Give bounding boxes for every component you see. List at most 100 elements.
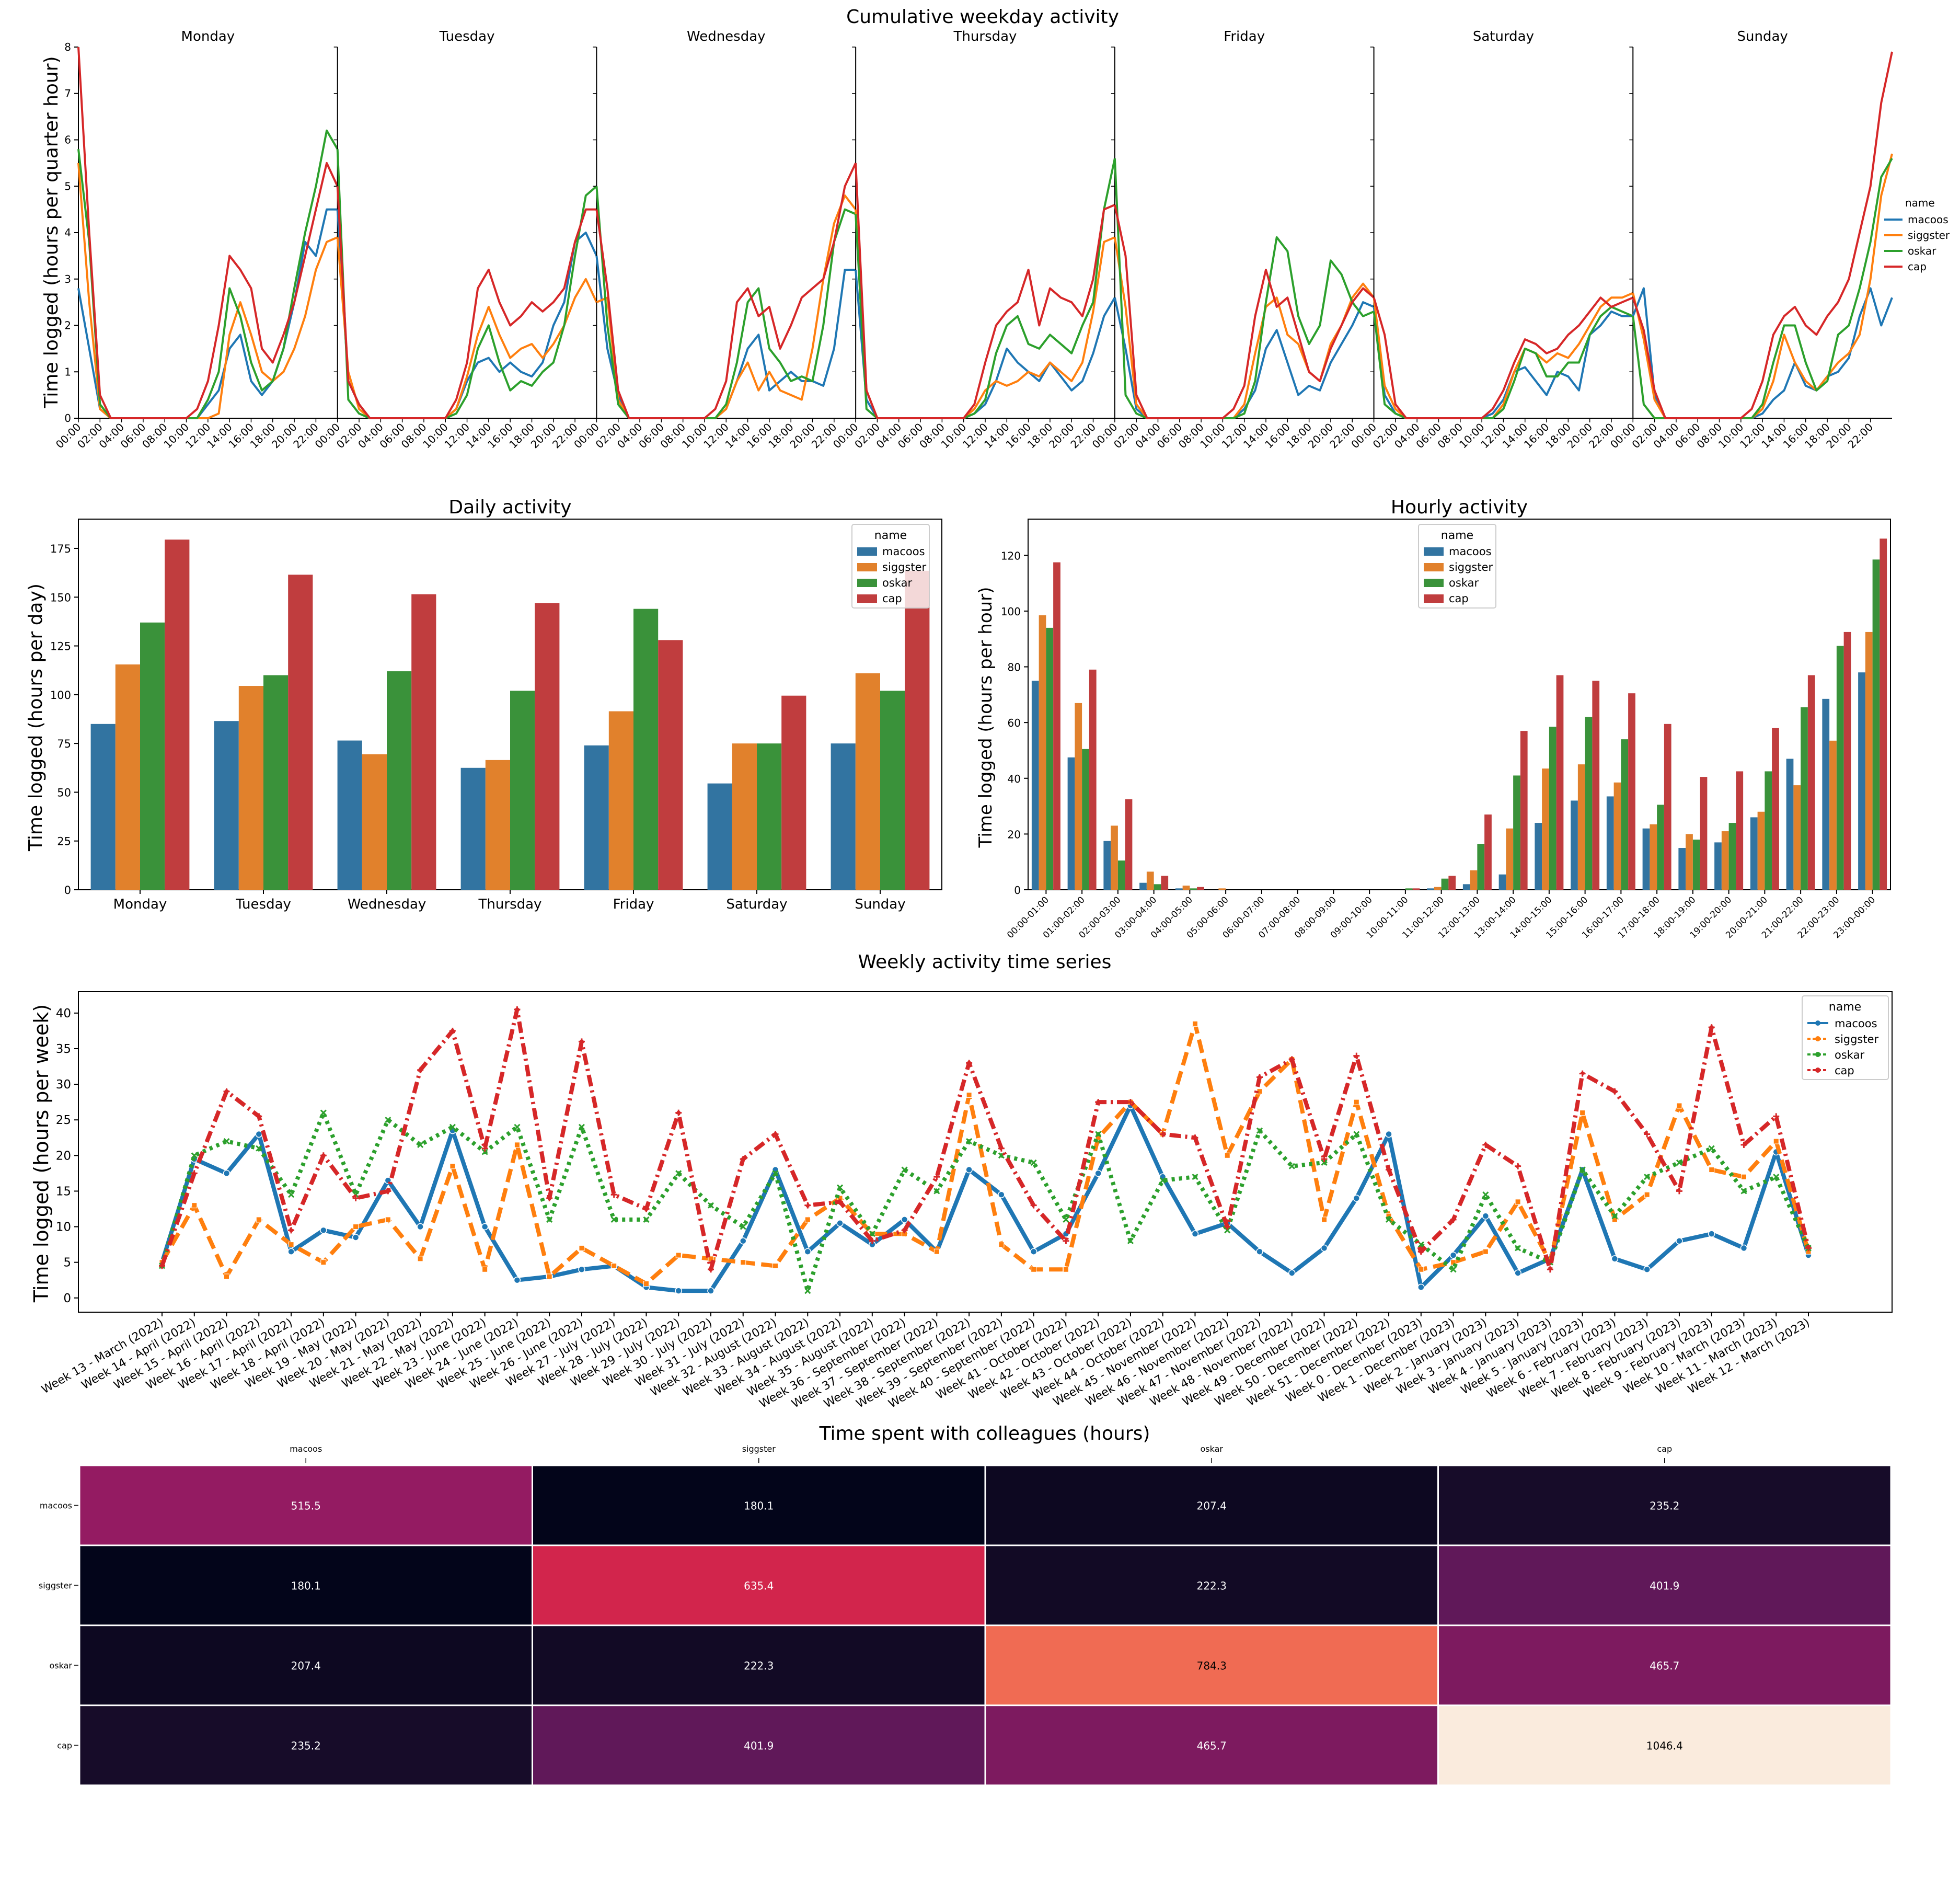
row-label: cap — [57, 1741, 72, 1751]
y-tick-label: 60 — [1008, 717, 1021, 729]
legend-label-siggster: siggster — [882, 561, 927, 573]
cell-cap-siggster — [532, 1704, 986, 1786]
cell-value-label: 207.4 — [291, 1660, 321, 1672]
bar-macoos — [1606, 796, 1614, 890]
point-cap — [1353, 1052, 1360, 1059]
point-oskar — [1676, 1159, 1683, 1166]
point-cap — [1063, 1237, 1069, 1244]
row-label: siggster — [39, 1581, 73, 1591]
legend-swatch-macoos — [857, 547, 877, 556]
y-tick-label: 35 — [56, 1042, 71, 1056]
point-cap — [1611, 1088, 1618, 1095]
point-macoos — [1385, 1130, 1392, 1138]
point-macoos — [255, 1130, 263, 1138]
point-oskar — [578, 1123, 585, 1130]
weekday-legend-title: name — [1905, 197, 1935, 209]
point-oskar — [417, 1141, 424, 1148]
facet-title: Tuesday — [439, 29, 495, 44]
point-macoos — [836, 1219, 844, 1227]
bar-cap — [535, 603, 560, 890]
cell-value-label: 401.9 — [744, 1740, 774, 1752]
bar-cap — [1520, 731, 1528, 890]
point-macoos — [965, 1166, 973, 1174]
bar-oskar — [1117, 860, 1125, 890]
point-cap — [1224, 1223, 1231, 1230]
bar-oskar — [1154, 884, 1161, 890]
legend-title: name — [874, 529, 907, 542]
point-macoos — [1514, 1269, 1521, 1277]
daily-chart-title: Daily activity — [448, 497, 571, 518]
cell-value-label: 222.3 — [1197, 1580, 1227, 1592]
point-oskar — [191, 1152, 198, 1159]
bar-siggster — [1757, 811, 1765, 890]
bar-cap — [1484, 814, 1492, 890]
point-cap — [966, 1060, 973, 1066]
y-tick-label: 20 — [1008, 828, 1021, 841]
cell-value-label: 515.5 — [291, 1500, 321, 1512]
bar-oskar — [510, 691, 535, 890]
point-oskar — [1127, 1237, 1134, 1244]
line-cap — [160, 1007, 1811, 1272]
plot-frame — [78, 991, 1893, 1313]
point-siggster — [966, 1092, 972, 1098]
point-macoos — [1643, 1266, 1651, 1273]
point-oskar — [643, 1216, 650, 1223]
legend-title: name — [1441, 529, 1473, 542]
bar-oskar — [263, 675, 289, 890]
point-cap — [1127, 1099, 1134, 1106]
point-cap — [1192, 1134, 1198, 1141]
point-oskar — [287, 1191, 295, 1198]
line-macoos — [160, 1104, 1811, 1293]
cell-cap-macoos — [78, 1704, 533, 1786]
point-siggster — [675, 1252, 682, 1258]
bar-siggster — [1218, 888, 1226, 890]
point-oskar — [223, 1138, 230, 1145]
y-tick-label: 7 — [64, 87, 71, 100]
point-cap — [708, 1266, 714, 1273]
bar-macoos — [1427, 888, 1434, 890]
point-siggster — [482, 1266, 488, 1272]
bar-siggster — [1865, 632, 1873, 890]
point-cap — [901, 1227, 908, 1234]
point-siggster — [224, 1273, 230, 1280]
point-oskar — [1773, 1174, 1780, 1180]
bar-macoos — [1858, 672, 1865, 890]
bar-siggster — [362, 754, 387, 890]
cell-value-label: 235.2 — [291, 1740, 321, 1752]
bar-macoos — [1535, 823, 1542, 890]
facet-title: Friday — [1224, 29, 1265, 44]
point-macoos — [998, 1191, 1005, 1198]
legend-marker-cap — [1815, 1068, 1820, 1073]
point-macoos — [223, 1169, 230, 1177]
hourly-activity-chart: Hourly activity Time logged (hours per h… — [975, 497, 1891, 940]
bar-cap — [1843, 632, 1851, 890]
x-tick-label: Monday — [113, 897, 167, 912]
bar-macoos — [337, 740, 362, 890]
y-tick-label: 0 — [63, 1292, 71, 1305]
y-tick-label: 5 — [63, 1256, 71, 1270]
bar-oskar — [1621, 739, 1629, 890]
bar-cap — [411, 594, 436, 890]
y-tick-label: 100 — [1001, 605, 1021, 618]
cell-macoos-oskar — [984, 1464, 1439, 1546]
cell-siggster-siggster — [532, 1544, 986, 1626]
point-siggster — [611, 1263, 617, 1269]
daily-bars: 0 25 50 75 100 125 150 175 Monday Tuesday Wednesda… — [50, 519, 942, 912]
bar-oskar — [1405, 888, 1413, 890]
bar-macoos — [1786, 759, 1794, 890]
colleagues-heatmap: Time spent with colleagues (hours) macoo… — [39, 1423, 1892, 1786]
point-cap — [1095, 1099, 1102, 1106]
point-cap — [481, 1145, 488, 1152]
point-cap — [223, 1088, 230, 1095]
point-cap — [837, 1198, 844, 1205]
point-cap — [191, 1170, 198, 1177]
bar-siggster — [1182, 886, 1190, 890]
line-cap-sunday — [1632, 51, 1893, 419]
point-macoos — [1611, 1255, 1619, 1263]
point-siggster — [1773, 1138, 1779, 1144]
y-tick-label: 5 — [64, 180, 71, 192]
point-siggster — [546, 1273, 552, 1280]
point-oskar — [1224, 1227, 1231, 1234]
point-cap — [417, 1066, 424, 1073]
